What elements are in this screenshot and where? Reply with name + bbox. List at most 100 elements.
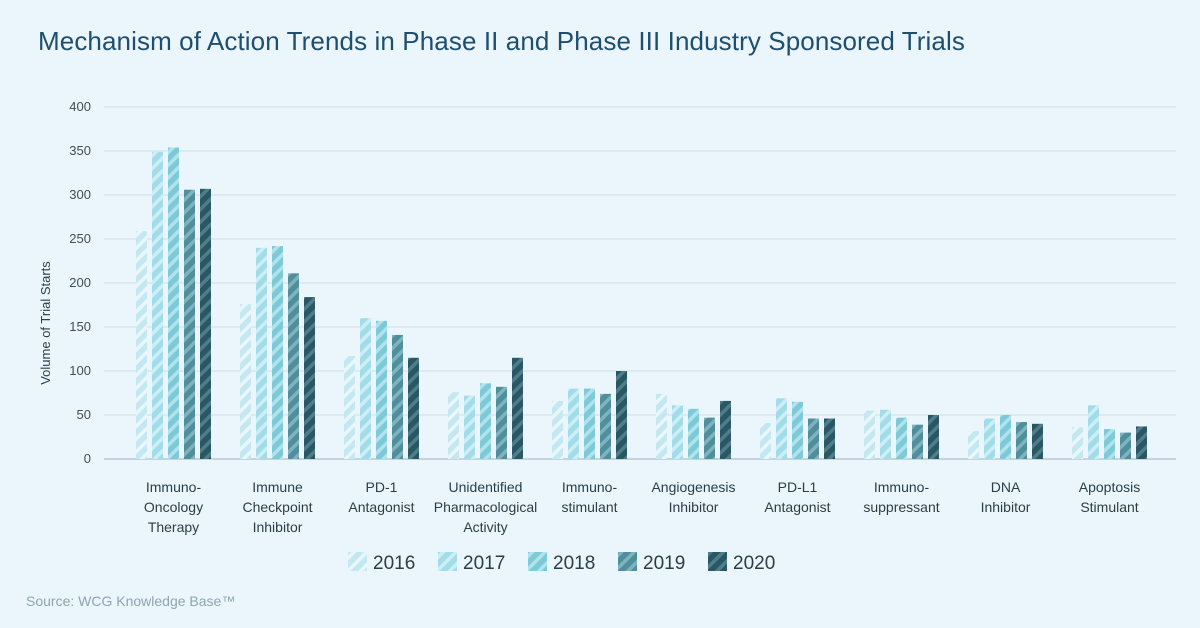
legend-swatch-2020 [708, 552, 727, 571]
legend-label-2019: 2019 [643, 553, 685, 574]
bar-2017-4 [568, 388, 579, 459]
bar-2016-1 [240, 304, 251, 459]
category-label: Immuno- [146, 479, 202, 495]
y-tick-label: 300 [69, 187, 91, 202]
bar-2017-1 [256, 247, 267, 459]
legend-label-2018: 2018 [553, 553, 595, 574]
category-label: Pharmacological [434, 499, 538, 515]
bar-2019-4 [600, 393, 611, 459]
bar-2019-9 [1120, 432, 1131, 459]
category-label: suppressant [863, 499, 939, 515]
bar-2016-7 [864, 410, 875, 459]
bar-2016-8 [968, 430, 979, 459]
bar-2019-1 [288, 273, 299, 459]
y-tick-label: 50 [77, 407, 91, 422]
category-label: Oncology [144, 499, 203, 515]
bar-2018-5 [688, 408, 699, 459]
legend-swatch-2017 [438, 552, 457, 571]
bar-2020-2 [408, 357, 419, 459]
bar-2020-4 [616, 371, 627, 459]
bar-2019-2 [392, 334, 403, 459]
category-label: Inhibitor [253, 519, 303, 535]
legend-swatch-2016 [348, 552, 367, 571]
category-label: Inhibitor [981, 499, 1031, 515]
category-label: Stimulant [1080, 499, 1138, 515]
bar-2019-0 [184, 189, 195, 459]
category-label: Immuno- [562, 479, 618, 495]
bar-2016-6 [760, 422, 771, 459]
bar-2020-5 [720, 400, 731, 459]
bar-2018-6 [792, 401, 803, 459]
bar-2020-1 [304, 297, 315, 459]
bars [136, 147, 1147, 460]
y-tick-label: 400 [69, 99, 91, 114]
legend-label-2020: 2020 [733, 553, 775, 574]
bar-2020-3 [512, 357, 523, 459]
y-tick-label: 100 [69, 363, 91, 378]
bar-2019-6 [808, 418, 819, 459]
category-label: Therapy [148, 519, 199, 535]
category-label: Antagonist [348, 499, 414, 515]
bar-2017-0 [152, 151, 163, 459]
legend-label-2017: 2017 [463, 553, 505, 574]
bar-2019-5 [704, 417, 715, 459]
bar-2016-9 [1072, 427, 1083, 459]
bar-2020-9 [1136, 426, 1147, 459]
category-label: PD-L1 [778, 479, 818, 495]
legend-label-2016: 2016 [373, 553, 415, 574]
bar-2020-7 [928, 415, 939, 459]
bar-2020-6 [824, 418, 835, 459]
legend-swatch-2018 [528, 552, 547, 571]
bar-2017-9 [1088, 405, 1099, 459]
bar-2018-2 [376, 320, 387, 459]
bar-2019-8 [1016, 422, 1027, 459]
category-label: Checkpoint [242, 499, 312, 515]
bar-2017-8 [984, 418, 995, 459]
y-tick-label: 250 [69, 231, 91, 246]
bar-2018-4 [584, 388, 595, 459]
bar-2016-4 [552, 400, 563, 459]
category-label: Unidentified [449, 479, 523, 495]
category-label: DNA [991, 479, 1021, 495]
bar-2018-7 [896, 417, 907, 459]
bar-2017-5 [672, 405, 683, 459]
category-label: Apoptosis [1079, 479, 1140, 495]
bar-2019-7 [912, 424, 923, 459]
bar-2016-0 [136, 231, 147, 459]
legend: 2016 2017 2018 2019 2020 [348, 552, 775, 574]
y-tick-label: 0 [84, 451, 91, 466]
bar-2020-8 [1032, 423, 1043, 459]
category-label: PD-1 [366, 479, 398, 495]
legend-swatch-2019 [618, 552, 637, 571]
source-note: Source: WCG Knowledge Base™ [26, 593, 236, 609]
bar-2016-2 [344, 356, 355, 459]
category-label: Immuno- [874, 479, 930, 495]
category-label: Antagonist [764, 499, 830, 515]
y-tick-label: 200 [69, 275, 91, 290]
bar-2018-8 [1000, 415, 1011, 459]
y-tick-label: 350 [69, 143, 91, 158]
y-tick-label: 150 [69, 319, 91, 334]
bar-2018-1 [272, 246, 283, 459]
bar-2018-0 [168, 147, 179, 460]
category-label: Activity [463, 519, 507, 535]
y-axis-ticks: 0 50 100 150 200 250 300 350 400 [69, 99, 91, 466]
bar-2017-3 [464, 395, 475, 459]
bar-2018-3 [480, 383, 491, 459]
category-label: stimulant [561, 499, 617, 515]
y-axis-title: Volume of Trial Starts [38, 261, 53, 385]
category-label: Immune [252, 479, 303, 495]
bar-2016-5 [656, 393, 667, 459]
chart-title: Mechanism of Action Trends in Phase II a… [38, 26, 965, 56]
bar-2016-3 [448, 392, 459, 459]
category-label: Angiogenesis [651, 479, 735, 495]
bar-2017-2 [360, 318, 371, 459]
bar-2020-0 [200, 188, 211, 459]
x-axis-category-labels: Immuno- Oncology Therapy Immune Checkpoint In… [144, 479, 1140, 535]
bar-2019-3 [496, 386, 507, 459]
bar-2017-6 [776, 398, 787, 459]
category-label: Inhibitor [669, 499, 719, 515]
bar-2017-7 [880, 409, 891, 459]
bar-2018-9 [1104, 429, 1115, 459]
